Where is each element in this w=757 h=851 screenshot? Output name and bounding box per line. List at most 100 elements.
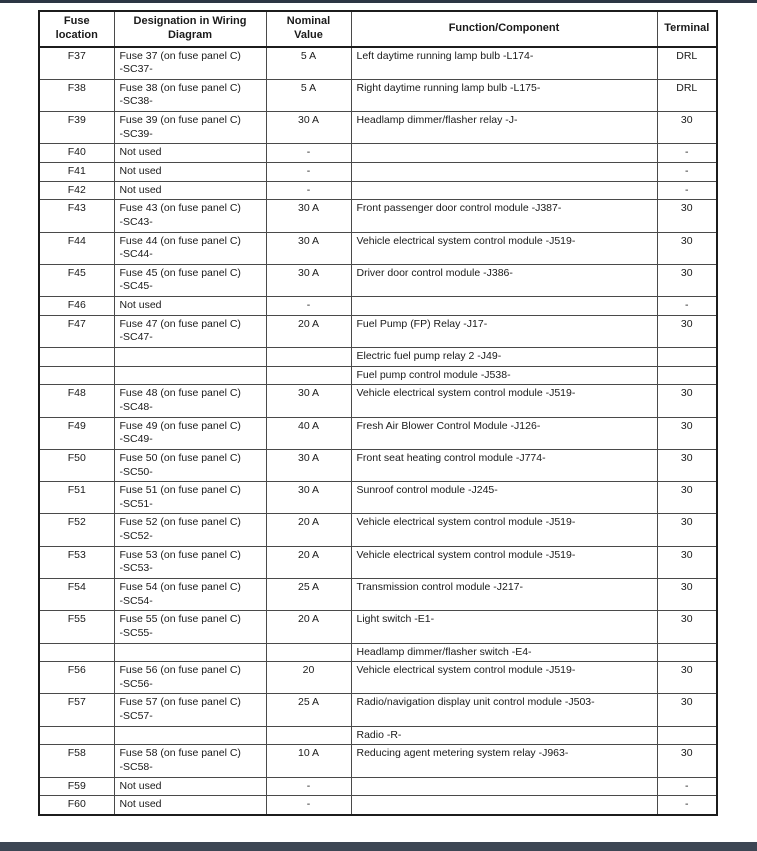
designation-cell xyxy=(113,365,267,386)
fuse-location-cell: F38 xyxy=(38,78,115,113)
nominal-value-cell: - xyxy=(265,795,352,816)
designation-cell: Fuse 44 (on fuse panel C) -SC44- xyxy=(113,231,267,265)
function-cell: Front seat heating control module -J774- xyxy=(350,448,658,483)
fuse-location-cell xyxy=(38,347,115,367)
table-row: F60 Not used - - xyxy=(38,795,718,816)
function-cell: Fresh Air Blower Control Module -J126- xyxy=(350,416,658,450)
function-cell: Driver door control module -J386- xyxy=(350,263,658,298)
function-cell: Headlamp dimmer/flasher switch -E4- xyxy=(350,642,658,663)
terminal-cell: 30 xyxy=(656,231,718,265)
nominal-value-cell: - xyxy=(265,296,352,316)
nominal-value-cell: - xyxy=(265,180,352,201)
terminal-cell: DRL xyxy=(656,46,718,80)
fuse-location-cell xyxy=(38,365,115,386)
terminal-cell: 30 xyxy=(656,384,718,418)
nominal-value-cell: 30 A xyxy=(265,111,352,145)
terminal-cell: 30 xyxy=(656,199,718,233)
terminal-cell: DRL xyxy=(656,78,718,113)
table-row: Headlamp dimmer/flasher switch -E4- xyxy=(38,642,718,663)
function-cell: Vehicle electrical system control module… xyxy=(350,231,658,265)
designation-cell: Not used xyxy=(113,161,267,182)
terminal-cell: - xyxy=(656,161,718,182)
designation-cell: Not used xyxy=(113,180,267,201)
terminal-cell: 30 xyxy=(656,448,718,483)
designation-cell: Not used xyxy=(113,795,267,816)
header-designation: Designation in Wiring Diagram xyxy=(113,10,267,48)
table-row: F38 Fuse 38 (on fuse panel C) -SC38- 5 A Ri… xyxy=(38,78,718,113)
table-row: F56 Fuse 56 (on fuse panel C) -SC56- 20 Veh… xyxy=(38,661,718,695)
designation-cell: Not used xyxy=(113,296,267,316)
function-cell: Fuel Pump (FP) Relay -J17- xyxy=(350,314,658,349)
function-cell: Vehicle electrical system control module… xyxy=(350,384,658,418)
nominal-value-cell: 20 A xyxy=(265,545,352,580)
terminal-cell: 30 xyxy=(656,693,718,727)
table-row: F37 Fuse 37 (on fuse panel C) -SC37- 5 A Le… xyxy=(38,46,718,80)
fuse-location-cell: F51 xyxy=(38,481,115,515)
terminal-cell: 30 xyxy=(656,111,718,145)
nominal-value-cell: 30 A xyxy=(265,384,352,418)
nominal-value-cell: 10 A xyxy=(265,744,352,778)
nominal-value-cell xyxy=(265,725,352,746)
terminal-cell: - xyxy=(656,180,718,201)
header-nominal-value: Nominal Value xyxy=(265,10,352,48)
function-cell: Sunroof control module -J245- xyxy=(350,481,658,515)
fuse-location-cell: F39 xyxy=(38,111,115,145)
nominal-value-cell: 25 A xyxy=(265,693,352,727)
designation-cell: Fuse 38 (on fuse panel C) -SC38- xyxy=(113,78,267,113)
fuse-assignment-table: Fuse location Designation in Wiring Diag… xyxy=(38,10,718,816)
terminal-cell xyxy=(656,365,718,386)
function-cell: Headlamp dimmer/flasher relay -J- xyxy=(350,111,658,145)
table-header-row: Fuse location Designation in Wiring Diag… xyxy=(38,10,718,48)
designation-cell: Fuse 39 (on fuse panel C) -SC39- xyxy=(113,111,267,145)
header-terminal: Terminal xyxy=(656,10,718,48)
designation-cell: Fuse 56 (on fuse panel C) -SC56- xyxy=(113,661,267,695)
fuse-location-cell: F54 xyxy=(38,577,115,612)
terminal-cell: 30 xyxy=(656,545,718,580)
bottom-border-bar xyxy=(0,842,757,851)
fuse-table-body: F37 Fuse 37 (on fuse panel C) -SC37- 5 A Le… xyxy=(38,46,718,816)
fuse-location-cell: F48 xyxy=(38,384,115,418)
function-cell xyxy=(350,776,658,797)
function-cell: Reducing agent metering system relay -J9… xyxy=(350,744,658,778)
fuse-location-cell: F37 xyxy=(38,46,115,80)
function-cell xyxy=(350,180,658,201)
fuse-location-cell: F42 xyxy=(38,180,115,201)
nominal-value-cell: 30 A xyxy=(265,199,352,233)
designation-cell: Fuse 53 (on fuse panel C) -SC53- xyxy=(113,545,267,580)
nominal-value-cell: - xyxy=(265,161,352,182)
table-row: Radio -R- xyxy=(38,725,718,746)
function-cell: Fuel pump control module -J538- xyxy=(350,365,658,386)
fuse-location-cell: F60 xyxy=(38,795,115,816)
nominal-value-cell: 30 A xyxy=(265,481,352,515)
designation-cell xyxy=(113,725,267,746)
nominal-value-cell xyxy=(265,347,352,367)
table-row: Electric fuel pump relay 2 -J49- xyxy=(38,347,718,367)
header-function-component: Function/Component xyxy=(350,10,658,48)
designation-cell: Fuse 50 (on fuse panel C) -SC50- xyxy=(113,448,267,483)
terminal-cell xyxy=(656,642,718,663)
function-cell: Radio -R- xyxy=(350,725,658,746)
terminal-cell xyxy=(656,347,718,367)
terminal-cell: - xyxy=(656,143,718,163)
nominal-value-cell: 5 A xyxy=(265,46,352,80)
fuse-location-cell: F50 xyxy=(38,448,115,483)
function-cell: Electric fuel pump relay 2 -J49- xyxy=(350,347,658,367)
designation-cell: Fuse 52 (on fuse panel C) -SC52- xyxy=(113,513,267,547)
terminal-cell: 30 xyxy=(656,610,718,644)
designation-cell: Fuse 45 (on fuse panel C) -SC45- xyxy=(113,263,267,298)
fuse-location-cell: F58 xyxy=(38,744,115,778)
nominal-value-cell: 30 A xyxy=(265,231,352,265)
nominal-value-cell xyxy=(265,642,352,663)
